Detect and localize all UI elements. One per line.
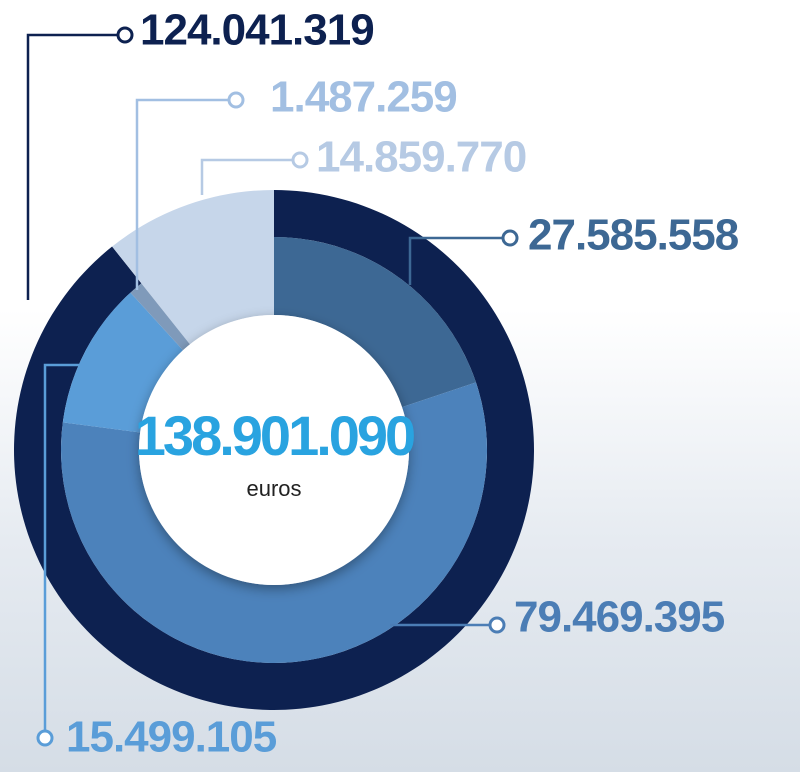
center-disc bbox=[139, 315, 409, 585]
inner-slice bbox=[62, 292, 184, 433]
inner-slice bbox=[61, 382, 487, 663]
value-label: 14.859.770 bbox=[316, 133, 526, 182]
value-label: 124.041.319 bbox=[140, 6, 374, 55]
leader-line bbox=[200, 158, 300, 195]
leader-dot bbox=[116, 26, 134, 44]
leader-dot bbox=[501, 229, 519, 247]
center-total: 138.901.090 bbox=[135, 404, 414, 467]
leader-dot bbox=[291, 151, 309, 169]
leader-line bbox=[43, 363, 80, 738]
value-label: 79.469.395 bbox=[514, 593, 725, 642]
leader-dot bbox=[488, 616, 506, 634]
inner-slice bbox=[130, 283, 190, 351]
leader-dot bbox=[36, 729, 54, 747]
value-label: 15.499.105 bbox=[66, 713, 277, 762]
leader-line bbox=[408, 236, 510, 285]
leader-line bbox=[26, 33, 125, 300]
center-unit: euros bbox=[246, 476, 301, 501]
outer-slice bbox=[112, 190, 274, 345]
value-label: 1.487.259 bbox=[270, 73, 457, 122]
leader-line bbox=[135, 98, 236, 290]
donut bbox=[14, 190, 535, 710]
value-label: 27.585.558 bbox=[528, 211, 739, 260]
leader-dot bbox=[227, 91, 245, 109]
inner-slice bbox=[274, 237, 476, 408]
